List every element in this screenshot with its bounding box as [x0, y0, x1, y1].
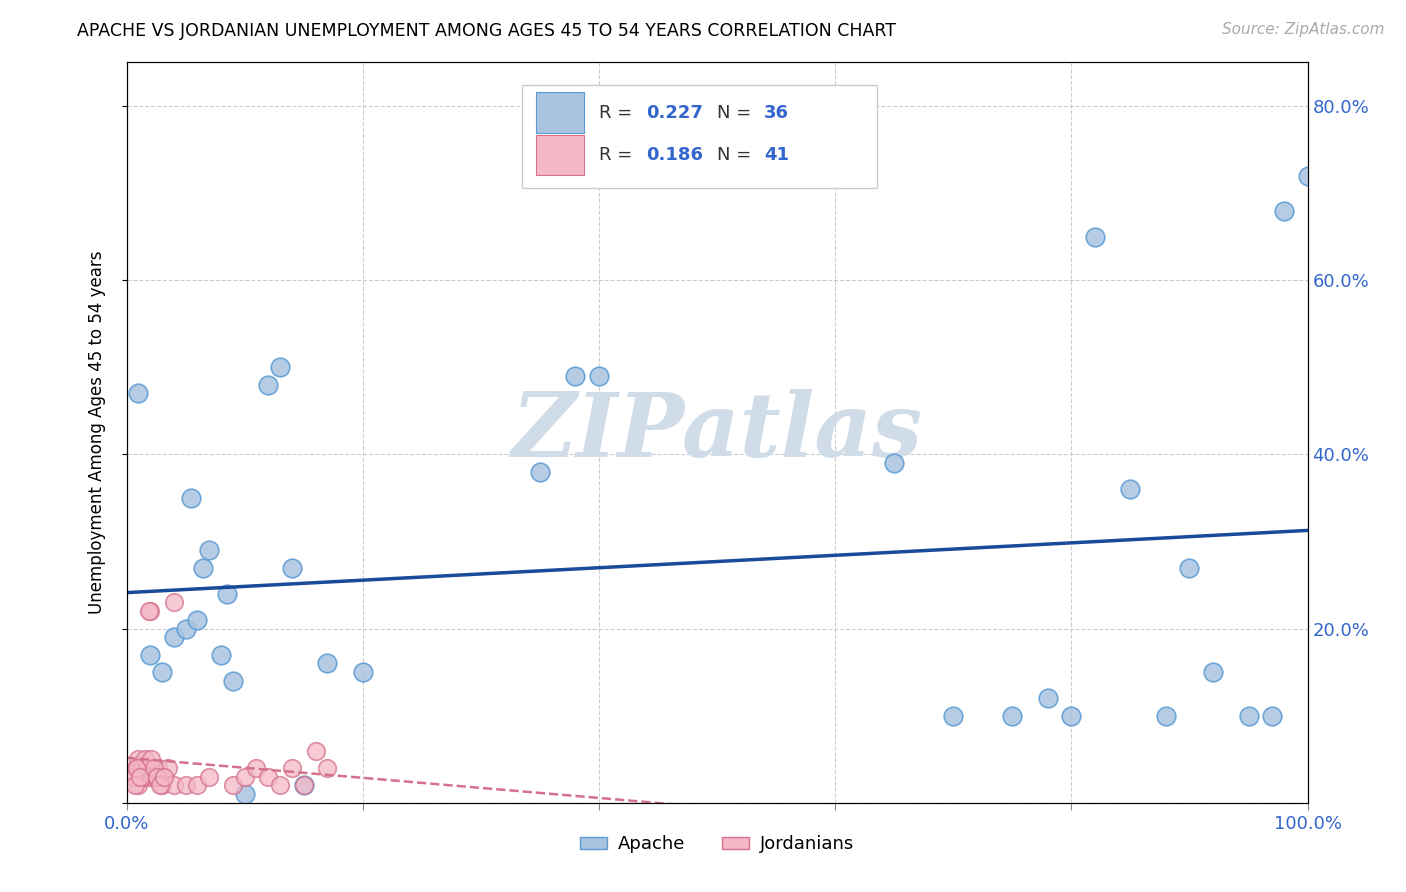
Point: [153, 770, 176, 784]
Text: ZIPatlas: ZIPatlas: [512, 390, 922, 475]
Point: [163, 595, 186, 609]
Point: [174, 778, 197, 792]
Point: [1237, 708, 1260, 723]
Point: [150, 778, 173, 792]
Point: [142, 761, 165, 775]
Text: R =: R =: [599, 146, 638, 164]
Text: 0.227: 0.227: [647, 103, 703, 122]
Text: R =: R =: [599, 103, 638, 122]
Point: [564, 369, 586, 384]
Point: [269, 360, 291, 375]
Point: [1060, 708, 1083, 723]
FancyBboxPatch shape: [536, 93, 583, 133]
FancyBboxPatch shape: [522, 85, 876, 188]
Point: [135, 761, 157, 775]
Point: [198, 543, 221, 558]
Point: [163, 778, 186, 792]
Point: [352, 665, 374, 680]
Point: [156, 761, 179, 775]
Point: [222, 778, 245, 792]
Point: [122, 770, 145, 784]
Point: [150, 770, 173, 784]
Point: [245, 761, 267, 775]
Point: [134, 752, 156, 766]
Point: [269, 778, 291, 792]
Point: [124, 778, 146, 792]
Point: [304, 743, 326, 757]
Point: [150, 665, 173, 680]
Point: [292, 778, 315, 792]
Point: [131, 761, 153, 775]
Point: [292, 778, 315, 792]
Point: [1001, 708, 1024, 723]
Point: [215, 587, 238, 601]
Point: [1296, 169, 1319, 183]
Text: Source: ZipAtlas.com: Source: ZipAtlas.com: [1222, 22, 1385, 37]
Point: [180, 491, 202, 505]
Point: [186, 778, 208, 792]
Point: [883, 456, 905, 470]
Point: [1084, 229, 1107, 244]
Point: [529, 465, 551, 479]
Point: [146, 770, 169, 784]
Point: [1178, 560, 1201, 574]
Point: [174, 622, 197, 636]
Point: [139, 604, 162, 618]
Point: [942, 708, 965, 723]
Point: [141, 752, 163, 766]
Text: N =: N =: [717, 103, 756, 122]
Point: [281, 761, 304, 775]
Text: 0.186: 0.186: [647, 146, 703, 164]
Point: [134, 770, 156, 784]
Point: [257, 377, 280, 392]
FancyBboxPatch shape: [536, 135, 583, 176]
Point: [127, 761, 149, 775]
Point: [209, 648, 232, 662]
Text: 36: 36: [765, 103, 789, 122]
Point: [1202, 665, 1225, 680]
Point: [233, 770, 256, 784]
Point: [138, 604, 160, 618]
Text: 41: 41: [765, 146, 789, 164]
Point: [198, 770, 221, 784]
Point: [281, 560, 304, 574]
Point: [186, 613, 208, 627]
Point: [145, 770, 167, 784]
Legend: Apache, Jordanians: Apache, Jordanians: [574, 828, 860, 861]
Point: [127, 386, 149, 401]
Y-axis label: Unemployment Among Ages 45 to 54 years: Unemployment Among Ages 45 to 54 years: [87, 251, 105, 615]
Point: [127, 778, 149, 792]
Point: [136, 770, 159, 784]
Point: [129, 770, 152, 784]
Point: [257, 770, 280, 784]
Point: [222, 673, 245, 688]
Point: [121, 770, 143, 784]
Point: [316, 657, 339, 671]
Point: [141, 770, 163, 784]
Point: [1272, 203, 1295, 218]
Point: [1154, 708, 1177, 723]
Point: [163, 630, 186, 644]
Point: [1261, 708, 1284, 723]
Point: [193, 560, 215, 574]
Point: [588, 369, 610, 384]
Point: [148, 761, 170, 775]
Point: [1119, 482, 1142, 496]
Text: APACHE VS JORDANIAN UNEMPLOYMENT AMONG AGES 45 TO 54 YEARS CORRELATION CHART: APACHE VS JORDANIAN UNEMPLOYMENT AMONG A…: [77, 22, 897, 40]
Point: [127, 752, 149, 766]
Point: [316, 761, 339, 775]
Point: [1036, 691, 1059, 706]
Text: N =: N =: [717, 146, 756, 164]
Point: [128, 770, 150, 784]
Point: [125, 761, 148, 775]
Point: [233, 787, 256, 801]
Point: [149, 778, 172, 792]
Point: [139, 648, 162, 662]
